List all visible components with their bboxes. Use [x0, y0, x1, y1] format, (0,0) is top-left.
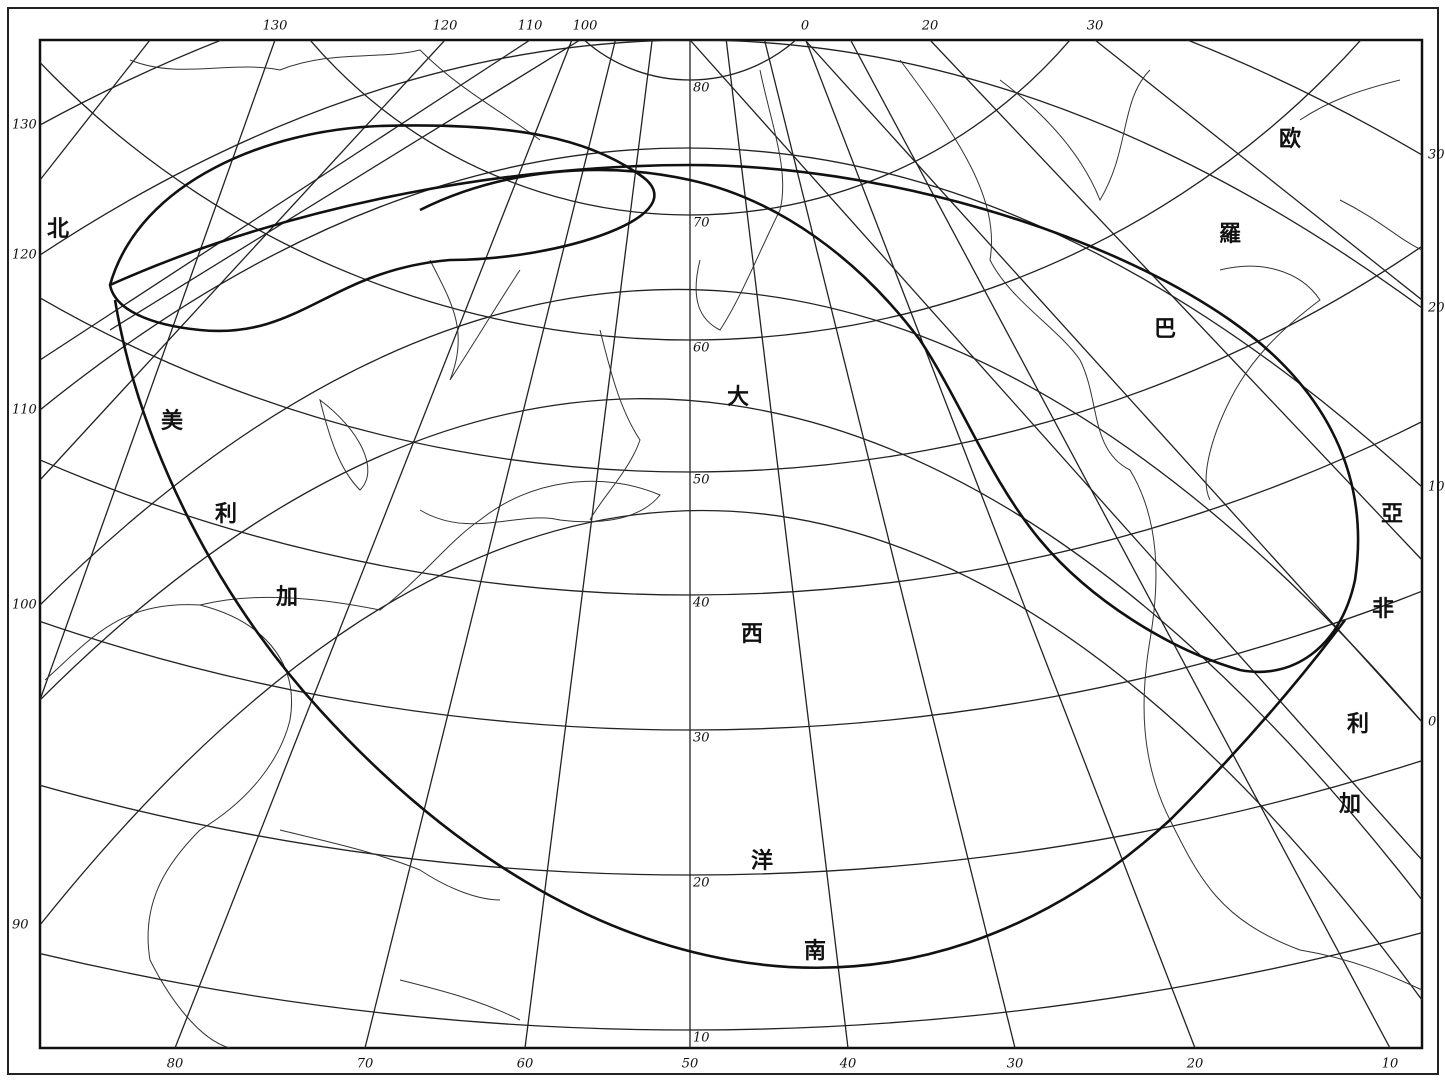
top-label: 0 [801, 19, 809, 34]
meridian [689, 40, 1422, 861]
right-label: 20 [1427, 301, 1445, 316]
eclipse-limit [109, 163, 1360, 674]
parallel [40, 40, 1362, 341]
left-label: 100 [12, 598, 37, 613]
top-label: 100 [573, 19, 598, 34]
place-name: 加 [275, 585, 298, 610]
parallel [40, 509, 1422, 1001]
parallel [40, 40, 1422, 309]
meridian [805, 40, 1196, 1048]
place-name: 大 [727, 385, 749, 410]
place-name: 利 [1347, 712, 1369, 737]
meridian [40, 40, 531, 361]
parallel [40, 288, 1422, 723]
parallel [40, 398, 1422, 901]
left-label: 120 [12, 248, 37, 263]
place-name: 亞 [1381, 502, 1403, 527]
bottom-label: 20 [1186, 1057, 1204, 1072]
parallel [40, 40, 1422, 156]
left-label: 90 [12, 918, 29, 933]
left-label: 110 [12, 403, 37, 418]
outer-border [7, 7, 1439, 1075]
meridian [109, 40, 581, 331]
top-label: 30 [1087, 19, 1104, 34]
meridian [763, 40, 1016, 1048]
bottom-label: 50 [682, 1057, 699, 1072]
right-label: 10 [1428, 480, 1445, 495]
latitude-label: 40 [692, 596, 710, 611]
bottom-label: 80 [167, 1057, 184, 1072]
eclipse-paths [108, 124, 1360, 969]
meridian [1094, 40, 1422, 301]
latitude-label: 70 [693, 216, 710, 231]
meridian [174, 40, 573, 1048]
top-label: 20 [921, 19, 939, 34]
parallel [40, 147, 1422, 488]
meridian [849, 40, 1391, 1048]
map-frame [38, 38, 1424, 1050]
meridian [929, 40, 1422, 561]
labels: 130 120 110 100 0 20 3013012011010090302010080… [12, 19, 1445, 1072]
meridian [40, 40, 151, 181]
meridian [364, 40, 617, 1048]
parallel [40, 590, 1422, 731]
place-name: 羅 [1219, 222, 1241, 247]
bottom-label: 60 [517, 1057, 534, 1072]
parallel [40, 420, 1422, 596]
left-label: 130 [12, 118, 37, 133]
top-label: 120 [433, 19, 458, 34]
place-name: 美 [161, 408, 184, 434]
parallel [309, 40, 1071, 216]
bottom-label: 30 [1007, 1057, 1024, 1072]
parallel [40, 245, 1422, 473]
top-label: 110 [518, 19, 543, 34]
coastline [999, 69, 1151, 202]
coastline [589, 329, 641, 521]
coastlines [44, 49, 1422, 1048]
place-name: 南 [804, 939, 826, 964]
coastline [199, 480, 661, 611]
place-name: 北 [47, 217, 69, 242]
bottom-label: 70 [357, 1057, 374, 1072]
place-name: 巴 [1154, 317, 1176, 342]
coastline [899, 59, 1422, 991]
right-label: 0 [1428, 715, 1436, 730]
place-name: 利 [215, 502, 237, 527]
latitude-label: 10 [693, 1031, 710, 1046]
place-name: 加 [1338, 792, 1361, 817]
latitude-label: 60 [693, 341, 710, 356]
coastline [1299, 79, 1422, 251]
coastline [129, 49, 541, 141]
coastline [1205, 265, 1321, 501]
coastline [319, 398, 369, 491]
parallel [583, 40, 797, 81]
bottom-label: 10 [1382, 1057, 1399, 1072]
place-name: 非 [1372, 597, 1394, 622]
bottom-label: 40 [839, 1057, 857, 1072]
eclipse-limit [108, 124, 656, 333]
right-label: 30 [1428, 148, 1445, 163]
place-name: 西 [741, 622, 763, 647]
latitude-label: 20 [692, 876, 710, 891]
meridian [804, 40, 1422, 723]
parallel [40, 759, 1422, 875]
coastline [44, 604, 292, 1048]
meridian [725, 40, 849, 1048]
meridian [40, 40, 276, 701]
coastline [429, 259, 521, 381]
coastline [695, 69, 784, 331]
latitude-label: 80 [693, 81, 710, 96]
coastline [399, 979, 521, 1021]
meridian [524, 40, 653, 1048]
latitude-label: 50 [693, 473, 710, 488]
place-name: 欧 [1279, 126, 1301, 152]
meridian [40, 40, 446, 481]
place-name: 洋 [751, 848, 773, 874]
coastline [279, 829, 501, 901]
top-label: 130 [263, 19, 288, 34]
eclipse-limit [113, 299, 1347, 969]
latitude-label: 30 [693, 731, 710, 746]
